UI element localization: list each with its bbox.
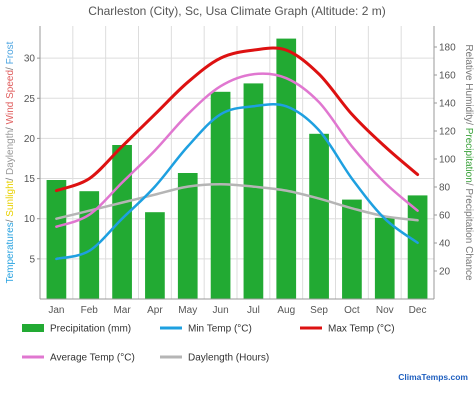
x-tick-label: Apr — [147, 305, 163, 316]
average-temp-c-line — [55, 72, 419, 228]
precipitation-bar — [177, 173, 198, 299]
right-axis-label-part: / — [463, 183, 474, 189]
temperature-lines — [54, 46, 420, 261]
left-axis-label: Temperatures/ Sunlight/ Daylength/ Wind … — [5, 41, 16, 283]
right-tick-label: 180 — [439, 43, 456, 54]
x-tick-label: Jun — [213, 305, 229, 316]
right-tick-label: 160 — [439, 71, 456, 82]
right-tick-label: 100 — [439, 155, 456, 166]
axes: 5 10 15 20 25 30 20 40 60 80 100 120 140 160 180 Jan Feb… — [5, 26, 474, 316]
left-axis-label-part: Wind Speed — [5, 70, 16, 124]
legend-label: Average Temp (°C) — [50, 353, 135, 364]
left-axis-label-part: / — [5, 175, 16, 181]
legend: Precipitation (mm) Min Temp (°C) Max Temp … — [22, 324, 395, 364]
right-tick-label: 80 — [439, 183, 451, 194]
precipitation-bar — [112, 145, 132, 299]
max-temp-c-line — [54, 46, 420, 193]
precipitation-bar — [342, 199, 362, 299]
legend-label: Precipitation (mm) — [50, 324, 131, 335]
right-axis-label-part: / — [463, 122, 474, 128]
x-tick-label: May — [178, 305, 197, 316]
x-tick-label: Jul — [247, 305, 260, 316]
left-tick-label: 20 — [24, 134, 36, 145]
right-axis-label-part: Relative Humidity — [463, 44, 474, 122]
left-axis-label-part: / — [5, 124, 16, 130]
left-axis-label-part: Frost — [5, 41, 16, 64]
left-tick-label: 25 — [24, 94, 36, 105]
right-axis-label-part: Precipitation Chance — [463, 188, 474, 281]
daylength-hours-line — [55, 182, 419, 222]
precipitation-bar — [243, 83, 264, 300]
x-tick-label: Mar — [113, 305, 131, 316]
left-axis-label-part: Sunlight — [5, 180, 16, 216]
legend-label: Daylength (Hours) — [188, 353, 269, 364]
left-tick-label: 30 — [24, 54, 36, 65]
x-tick-label: Aug — [277, 305, 295, 316]
legend-label: Max Temp (°C) — [328, 324, 395, 335]
min-temp-c-line — [55, 102, 419, 261]
left-axis-label-part: / — [5, 217, 16, 223]
precipitation-bars — [46, 38, 428, 300]
x-tick-label: Dec — [409, 305, 427, 316]
precipitation-bar — [407, 195, 428, 299]
chart-title: Charleston (City), Sc, Usa Climate Graph… — [88, 4, 385, 18]
legend-swatch-precipitation — [22, 324, 44, 332]
left-axis-label-part: Temperatures — [5, 222, 16, 283]
brand-logo-text: ClimaTemps.com — [398, 372, 468, 382]
right-tick-label: 20 — [439, 267, 451, 278]
x-tick-label: Feb — [81, 305, 99, 316]
left-tick-label: 15 — [24, 174, 36, 185]
precipitation-bar — [210, 91, 231, 299]
left-axis-label-part: / — [5, 64, 16, 70]
right-tick-label: 40 — [439, 239, 451, 250]
precipitation-bar — [309, 133, 329, 299]
x-tick-label: Oct — [344, 305, 360, 316]
right-tick-label: 140 — [439, 99, 456, 110]
precipitation-bar — [46, 180, 67, 299]
right-axis-label-part: Precipitation — [463, 128, 474, 183]
precipitation-bar — [374, 217, 395, 299]
left-axis-label-part: Daylength — [5, 130, 16, 175]
left-tick-label: 5 — [29, 254, 35, 265]
right-tick-label: 120 — [439, 127, 456, 138]
x-tick-label: Nov — [376, 305, 394, 316]
right-tick-label: 60 — [439, 211, 451, 222]
x-tick-label: Sep — [310, 305, 328, 316]
left-tick-label: 10 — [24, 214, 36, 225]
precipitation-bar — [145, 212, 165, 299]
legend-label: Min Temp (°C) — [188, 324, 252, 335]
right-axis-label: Relative Humidity/ Precipitation/ Precip… — [463, 44, 474, 281]
x-tick-label: Jan — [48, 305, 64, 316]
